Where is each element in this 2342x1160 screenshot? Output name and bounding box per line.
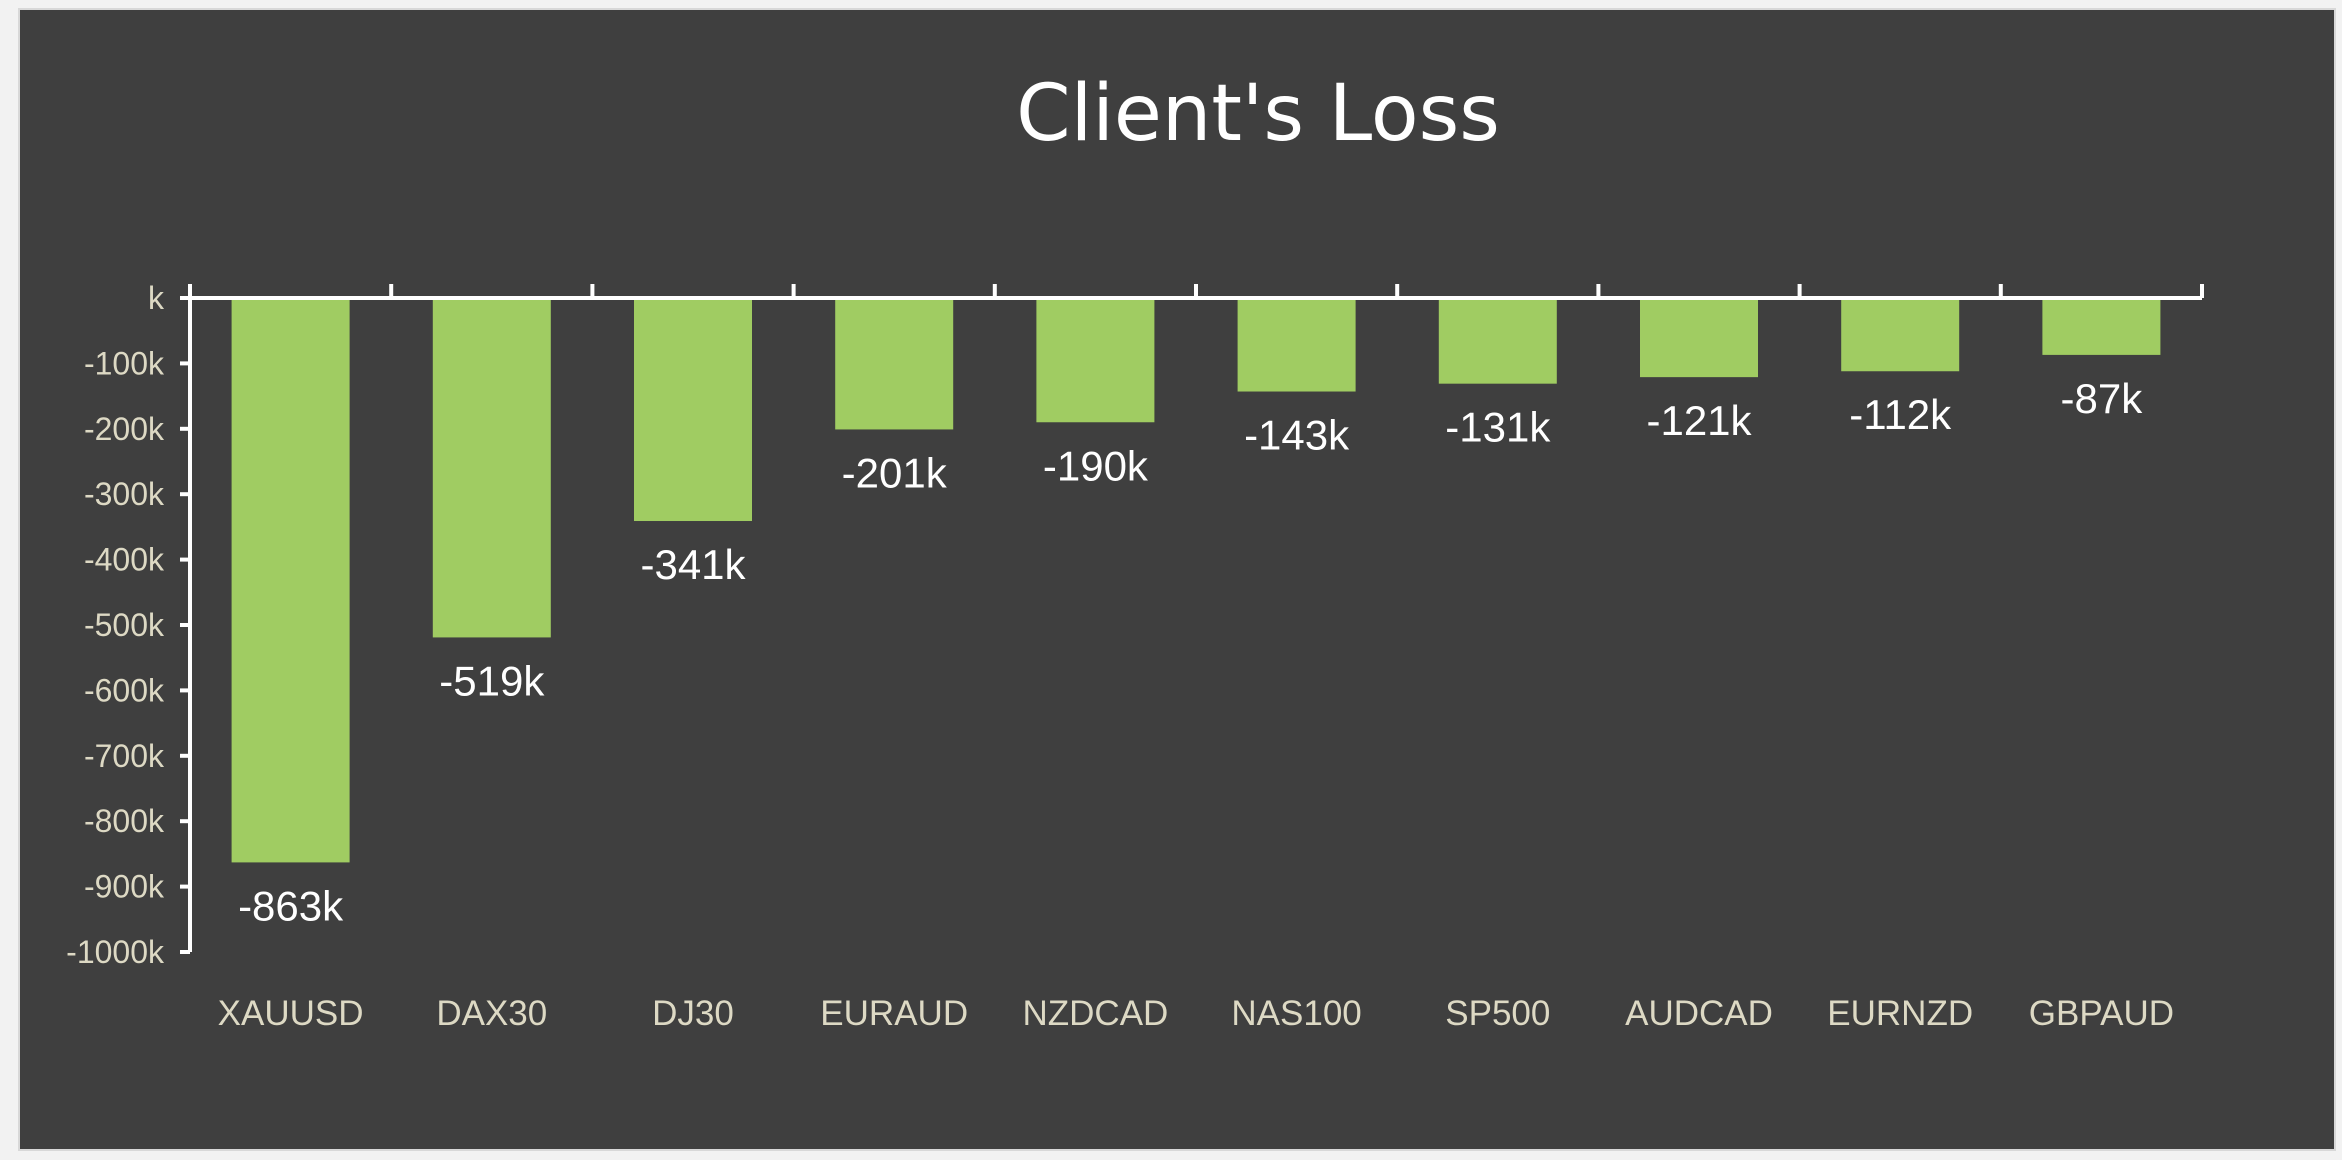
x-tick-label: NAS100 bbox=[1231, 994, 1361, 1033]
chart-frame bbox=[18, 8, 2336, 1151]
plot-area: k -100k -200k -300k -400k -500k -600k -700k -800… bbox=[66, 280, 2204, 1033]
y-tick-label: -200k bbox=[84, 411, 165, 447]
bar-sp500 bbox=[1438, 298, 1557, 384]
data-label: -131k bbox=[1445, 404, 1551, 451]
x-tick-label: SP500 bbox=[1445, 994, 1550, 1033]
bar-eurnzd bbox=[1841, 298, 1960, 372]
y-tick-label: -300k bbox=[84, 476, 165, 512]
chart-title: Client's Loss bbox=[1016, 69, 1500, 159]
y-tick-label: k bbox=[148, 280, 165, 316]
x-tick-label: XAUUSD bbox=[218, 994, 364, 1033]
bar-dj30 bbox=[634, 298, 752, 522]
x-tick-label: EURNZD bbox=[1827, 994, 1973, 1033]
x-tick-label: DJ30 bbox=[652, 994, 734, 1033]
y-tick-label: -900k bbox=[84, 869, 165, 905]
data-label: -121k bbox=[1646, 397, 1752, 444]
data-label: -143k bbox=[1244, 412, 1350, 459]
data-label: -201k bbox=[842, 449, 948, 496]
bar-xauusd bbox=[231, 298, 350, 863]
x-tick-label: DAX30 bbox=[436, 994, 547, 1033]
y-tick-label: -700k bbox=[84, 738, 165, 774]
y-tick-label: -600k bbox=[84, 672, 165, 708]
y-tick-label: -100k bbox=[84, 345, 165, 381]
x-tick-label: AUDCAD bbox=[1625, 994, 1773, 1033]
data-label: -190k bbox=[1043, 442, 1149, 489]
bar-nzdcad bbox=[1036, 298, 1155, 423]
bar-audcad bbox=[1640, 298, 1758, 378]
y-tick-label: -500k bbox=[84, 607, 165, 643]
y-tick-label: -800k bbox=[84, 803, 165, 839]
data-label: -863k bbox=[238, 882, 344, 929]
bar-nas100 bbox=[1237, 298, 1356, 392]
y-tick-label: -400k bbox=[84, 542, 165, 578]
data-label: -87k bbox=[2061, 375, 2144, 422]
y-tick-label: -1000k bbox=[66, 934, 165, 970]
bar-gbpaud bbox=[2042, 298, 2161, 355]
bar-euraud bbox=[835, 298, 954, 430]
data-label: -341k bbox=[640, 541, 746, 588]
x-tick-label: EURAUD bbox=[820, 994, 968, 1033]
x-tick-label: GBPAUD bbox=[2029, 994, 2174, 1033]
bar-dax30 bbox=[432, 298, 551, 638]
x-tick-label: NZDCAD bbox=[1022, 994, 1168, 1033]
data-label: -519k bbox=[439, 657, 545, 704]
data-label: -112k bbox=[1849, 391, 1952, 438]
